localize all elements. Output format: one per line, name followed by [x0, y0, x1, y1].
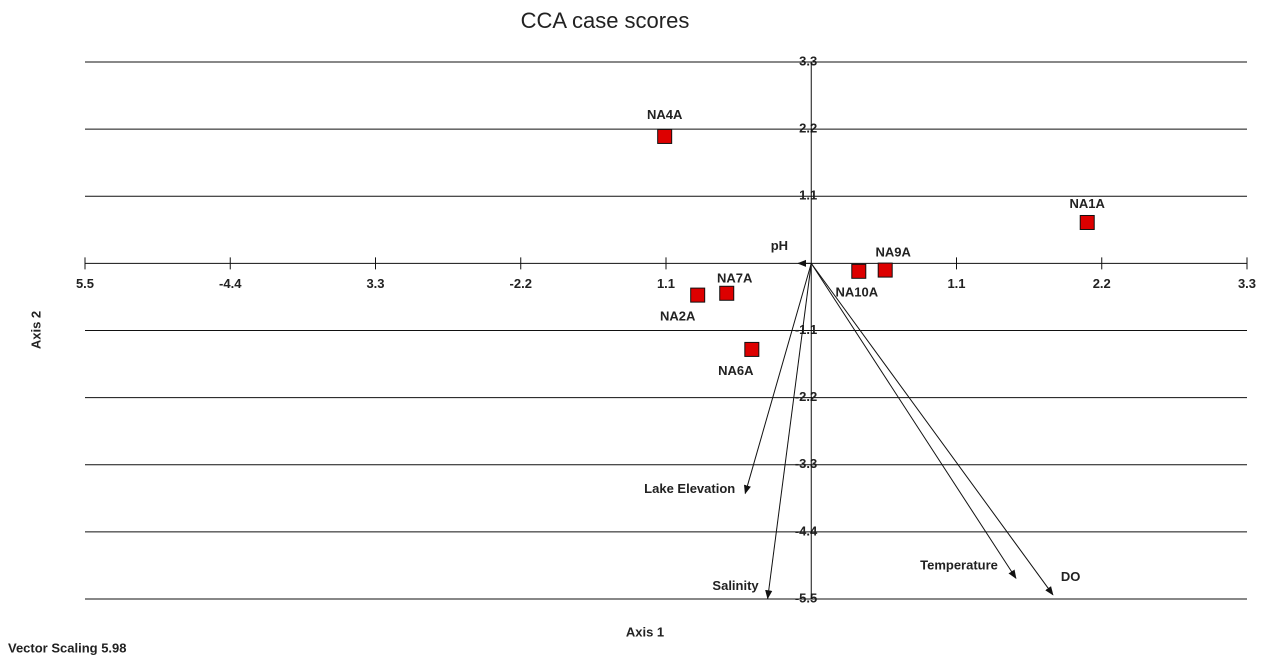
- x-tick-label: 2.2: [1093, 276, 1111, 291]
- case-label: NA2A: [660, 309, 696, 324]
- env-vector: [744, 263, 812, 495]
- x-axis-label: Axis 1: [626, 624, 664, 639]
- case-label: NA9A: [875, 245, 911, 260]
- y-tick-label: -5.5: [795, 590, 817, 605]
- env-vector: [765, 263, 812, 600]
- x-tick-label: 3.3: [1238, 276, 1256, 291]
- vector-label: Salinity: [712, 578, 759, 593]
- x-tick-label: 3.3: [366, 276, 384, 291]
- case-label: NA10A: [835, 285, 878, 300]
- chart-title: CCA case scores: [521, 8, 690, 33]
- vector-scaling-note: Vector Scaling 5.98: [8, 640, 127, 655]
- vector-label: pH: [771, 238, 788, 253]
- x-tick-label: 1.1: [657, 276, 675, 291]
- x-tick-label: 1.1: [947, 276, 965, 291]
- x-tick-label: -4.4: [219, 276, 242, 291]
- y-tick-label: 2.2: [799, 121, 817, 136]
- y-tick-label: -2.2: [795, 389, 817, 404]
- case-label: NA7A: [717, 271, 753, 286]
- y-tick-label: -1.1: [795, 322, 817, 337]
- x-tick-label: 5.5: [76, 276, 94, 291]
- case-point: [877, 262, 893, 278]
- y-tick-label: -3.3: [795, 456, 817, 471]
- case-point: [690, 287, 706, 303]
- vector-label: Temperature: [920, 558, 998, 573]
- y-axis-label: Axis 2: [28, 311, 43, 349]
- case-point: [719, 285, 735, 301]
- case-label: NA1A: [1070, 196, 1106, 211]
- y-tick-label: 1.1: [799, 188, 817, 203]
- case-label: NA6A: [718, 363, 754, 378]
- case-point: [744, 341, 760, 357]
- y-tick-label: -4.4: [795, 523, 818, 538]
- vector-label: Lake Elevation: [644, 481, 735, 496]
- y-tick-label: 3.3: [799, 53, 817, 68]
- env-vector: [810, 263, 1054, 596]
- case-point: [1079, 214, 1095, 230]
- case-point: [851, 263, 867, 279]
- x-tick-label: -2.2: [510, 276, 532, 291]
- env-vector: [810, 263, 1017, 580]
- vector-label: DO: [1061, 569, 1081, 584]
- case-point: [657, 128, 673, 144]
- case-label: NA4A: [647, 107, 683, 122]
